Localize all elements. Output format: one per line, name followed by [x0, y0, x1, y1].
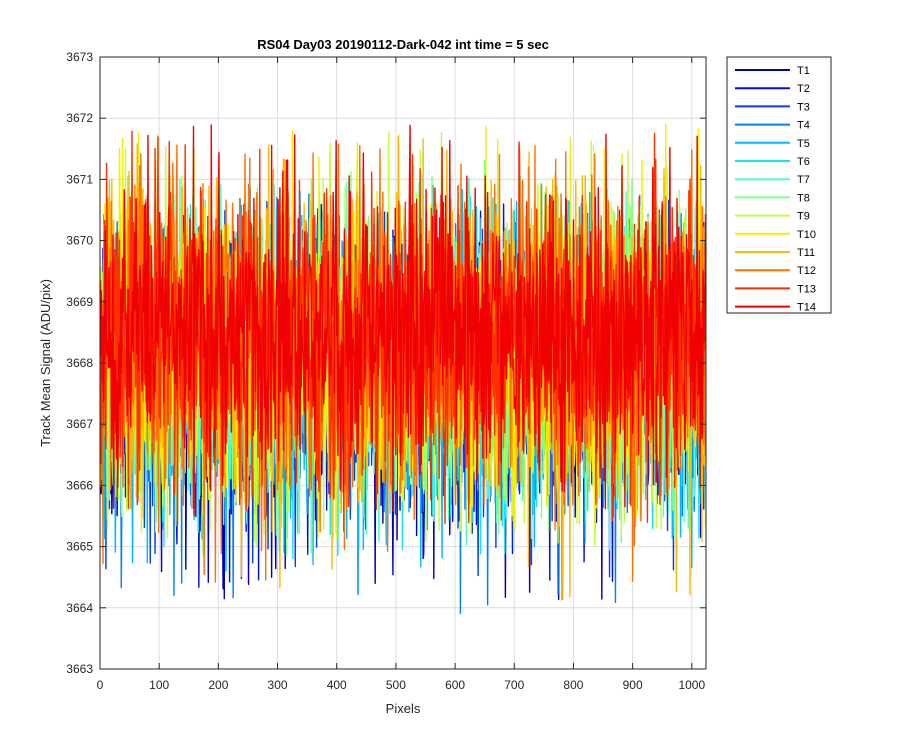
legend-label: T12 [797, 265, 816, 277]
legend-label: T4 [797, 120, 810, 132]
legend-label: T10 [797, 229, 816, 241]
legend-label: T9 [797, 211, 810, 223]
y-tick-label: 3668 [66, 356, 93, 370]
chart-title: RS04 Day03 20190112-Dark-042 int time = … [257, 37, 549, 52]
legend-label: T6 [797, 156, 810, 168]
x-tick-label: 600 [445, 678, 465, 692]
legend-label: T13 [797, 283, 816, 295]
x-tick-label: 300 [268, 678, 288, 692]
x-tick-label: 700 [504, 678, 524, 692]
x-tick-label: 900 [623, 678, 643, 692]
y-tick-label: 3664 [66, 601, 93, 615]
legend-item-t5[interactable]: T5 [735, 138, 810, 150]
y-tick-label: 3667 [66, 417, 93, 431]
y-tick-label: 3669 [66, 295, 93, 309]
legend-label: T5 [797, 138, 810, 150]
x-tick-label: 1000 [678, 678, 705, 692]
x-axis-label: Pixels [386, 701, 421, 716]
legend-item-t12[interactable]: T12 [735, 265, 816, 277]
legend-label: T8 [797, 192, 810, 204]
y-tick-label: 3672 [66, 111, 93, 125]
y-ticks: 3663 3664 3665 3666 3667 3668 3669 3670 3671 3672… [66, 50, 706, 676]
legend-item-t2[interactable]: T2 [735, 83, 810, 95]
series-line-t14 [100, 124, 706, 516]
x-ticks: 0 100 200 300 400 500 600 700 800 900 1000 [97, 57, 705, 692]
legend-item-t10[interactable]: T10 [735, 229, 816, 241]
legend-item-t3[interactable]: T3 [735, 101, 810, 113]
y-axis-label: Track Mean Signal (ADU/pix) [38, 279, 53, 447]
legend[interactable]: T1 T2 T3 T4 T5 T6 T7 T8 T9 T10 T11 T12 T13 T14 [726, 56, 832, 314]
y-tick-label: 3663 [66, 662, 93, 676]
legend-item-t4[interactable]: T4 [735, 120, 810, 132]
x-tick-label: 200 [208, 678, 228, 692]
x-tick-label: 800 [563, 678, 583, 692]
legend-item-t9[interactable]: T9 [735, 211, 810, 223]
y-tick-label: 3670 [66, 234, 93, 248]
legend-label: T7 [797, 174, 810, 186]
legend-item-t8[interactable]: T8 [735, 192, 810, 204]
y-tick-label: 3665 [66, 540, 93, 554]
series-group [100, 123, 706, 615]
legend-label: T3 [797, 101, 810, 113]
y-tick-label: 3671 [66, 172, 93, 186]
legend-item-t13[interactable]: T13 [735, 283, 816, 295]
legend-label: T1 [797, 65, 810, 77]
legend-item-t1[interactable]: T1 [735, 65, 810, 77]
legend-item-t14[interactable]: T14 [735, 302, 816, 314]
y-tick-label: 3666 [66, 478, 93, 492]
legend-label: T2 [797, 83, 810, 95]
x-tick-label: 500 [386, 678, 406, 692]
legend-item-t11[interactable]: T11 [735, 247, 815, 259]
y-tick-label: 3673 [66, 50, 93, 64]
legend-item-t6[interactable]: T6 [735, 156, 810, 168]
x-tick-label: 0 [97, 678, 104, 692]
legend-label: T11 [797, 247, 815, 259]
x-tick-label: 400 [327, 678, 347, 692]
x-tick-label: 100 [149, 678, 169, 692]
legend-label: T14 [797, 302, 816, 314]
legend-item-t7[interactable]: T7 [735, 174, 810, 186]
